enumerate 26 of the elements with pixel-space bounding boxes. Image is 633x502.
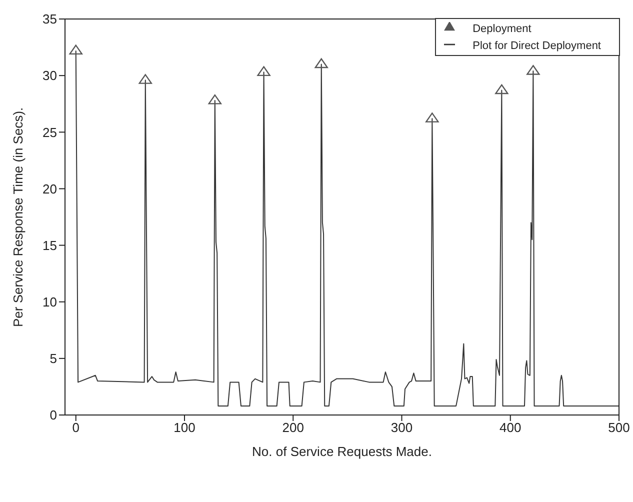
x-tick-label: 100 <box>174 420 196 436</box>
point <box>257 66 270 76</box>
y-tick-label: 20 <box>42 181 57 196</box>
x-tick-label: 400 <box>500 420 522 436</box>
y-tick-label: 35 <box>42 12 57 27</box>
x-tick-label: 300 <box>390 420 413 436</box>
y-axis-title: Per Service Response Time (in Secs). <box>10 107 26 327</box>
point <box>314 58 328 68</box>
point <box>208 94 222 104</box>
point <box>138 74 152 84</box>
y-tick-label: 0 <box>50 408 57 423</box>
y-tick-label: 30 <box>42 68 57 84</box>
y-tick-label: 10 <box>42 294 57 310</box>
point <box>495 84 508 94</box>
legend-label: Deployment <box>472 23 532 35</box>
y-tick-label: 25 <box>42 124 57 140</box>
x-tick-label: 500 <box>608 420 630 436</box>
y-tick-label: 5 <box>50 351 57 366</box>
x-tick-label: 200 <box>282 420 304 436</box>
point <box>69 44 82 55</box>
x-tick-label: 0 <box>72 420 80 436</box>
y-tick-label: 15 <box>42 238 57 253</box>
legend-label: Plot for Direct Deployment <box>472 40 601 52</box>
point <box>426 112 439 122</box>
point <box>526 65 540 75</box>
x-axis-title: No. of Service Requests Made. <box>252 444 432 459</box>
